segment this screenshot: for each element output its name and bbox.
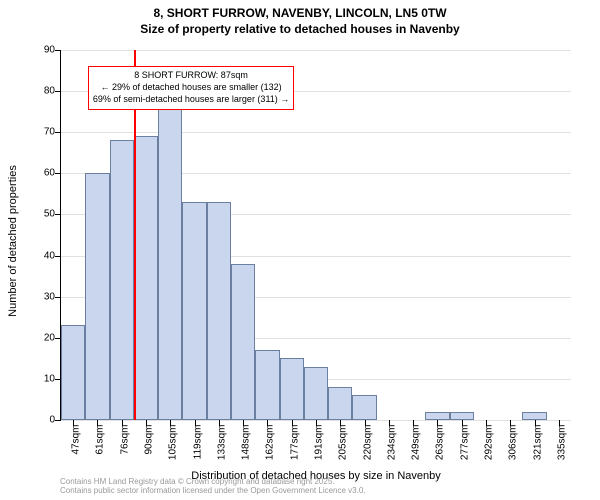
grid-line	[61, 132, 571, 133]
x-tick-label: 306sqm	[508, 425, 519, 461]
y-tick-label: 80	[27, 86, 55, 97]
x-tick-label: 335sqm	[556, 425, 567, 461]
y-tick	[55, 420, 61, 421]
attribution: Contains HM Land Registry data © Crown c…	[60, 477, 366, 496]
x-tick-label: 148sqm	[241, 425, 252, 461]
y-tick-label: 90	[27, 45, 55, 56]
plot-area: Number of detached properties Distributi…	[60, 50, 571, 421]
x-tick-label: 292sqm	[484, 425, 495, 461]
y-tick	[55, 91, 61, 92]
histogram-bar	[328, 387, 352, 420]
grid-line	[61, 50, 571, 51]
histogram-bar	[158, 99, 182, 420]
callout-line: ← 29% of detached houses are smaller (13…	[93, 82, 289, 94]
histogram-bar	[85, 173, 109, 420]
x-tick-label: 105sqm	[168, 425, 179, 461]
histogram-bar	[61, 325, 85, 420]
histogram-bar	[425, 412, 449, 420]
callout-box: 8 SHORT FURROW: 87sqm← 29% of detached h…	[88, 66, 294, 109]
histogram-bar	[352, 395, 376, 420]
y-tick-label: 30	[27, 291, 55, 302]
chart-container: 8, SHORT FURROW, NAVENBY, LINCOLN, LN5 0…	[0, 0, 600, 500]
x-tick-label: 277sqm	[459, 425, 470, 461]
histogram-bar	[231, 264, 255, 420]
x-tick-label: 220sqm	[362, 425, 373, 461]
histogram-bar	[522, 412, 546, 420]
histogram-bar	[255, 350, 279, 420]
chart-title: 8, SHORT FURROW, NAVENBY, LINCOLN, LN5 0…	[0, 0, 600, 37]
y-tick	[55, 214, 61, 215]
x-tick-label: 249sqm	[411, 425, 422, 461]
histogram-bar	[110, 140, 134, 420]
histogram-bar	[207, 202, 231, 420]
x-tick-label: 76sqm	[119, 425, 130, 455]
title-line2: Size of property relative to detached ho…	[0, 22, 600, 38]
x-tick-label: 234sqm	[386, 425, 397, 461]
y-axis-label: Number of detached properties	[7, 165, 19, 317]
title-line1: 8, SHORT FURROW, NAVENBY, LINCOLN, LN5 0…	[0, 6, 600, 22]
x-tick-label: 321sqm	[532, 425, 543, 461]
x-tick-label: 191sqm	[314, 425, 325, 461]
y-tick-label: 0	[27, 415, 55, 426]
x-tick-label: 177sqm	[289, 425, 300, 461]
x-tick-label: 205sqm	[338, 425, 349, 461]
x-tick-label: 133sqm	[216, 425, 227, 461]
callout-line: 69% of semi-detached houses are larger (…	[93, 94, 289, 106]
y-tick-label: 70	[27, 127, 55, 138]
y-tick	[55, 173, 61, 174]
histogram-bar	[280, 358, 304, 420]
y-tick-label: 40	[27, 250, 55, 261]
histogram-bar	[450, 412, 474, 420]
y-tick	[55, 297, 61, 298]
x-tick-label: 61sqm	[95, 425, 106, 455]
histogram-bar	[134, 136, 158, 420]
x-tick-label: 47sqm	[71, 425, 82, 455]
y-tick-label: 60	[27, 168, 55, 179]
x-tick-label: 119sqm	[192, 425, 203, 460]
y-tick-label: 20	[27, 332, 55, 343]
y-tick	[55, 132, 61, 133]
attribution-line2: Contains public sector information licen…	[60, 486, 366, 496]
y-tick-label: 50	[27, 209, 55, 220]
histogram-bar	[182, 202, 206, 420]
histogram-bar	[304, 367, 328, 420]
x-tick-label: 162sqm	[265, 425, 276, 461]
callout-line: 8 SHORT FURROW: 87sqm	[93, 70, 289, 82]
x-tick-label: 90sqm	[144, 425, 155, 455]
attribution-line1: Contains HM Land Registry data © Crown c…	[60, 477, 366, 487]
y-tick	[55, 50, 61, 51]
y-tick	[55, 256, 61, 257]
x-tick-label: 263sqm	[435, 425, 446, 461]
y-tick-label: 10	[27, 373, 55, 384]
